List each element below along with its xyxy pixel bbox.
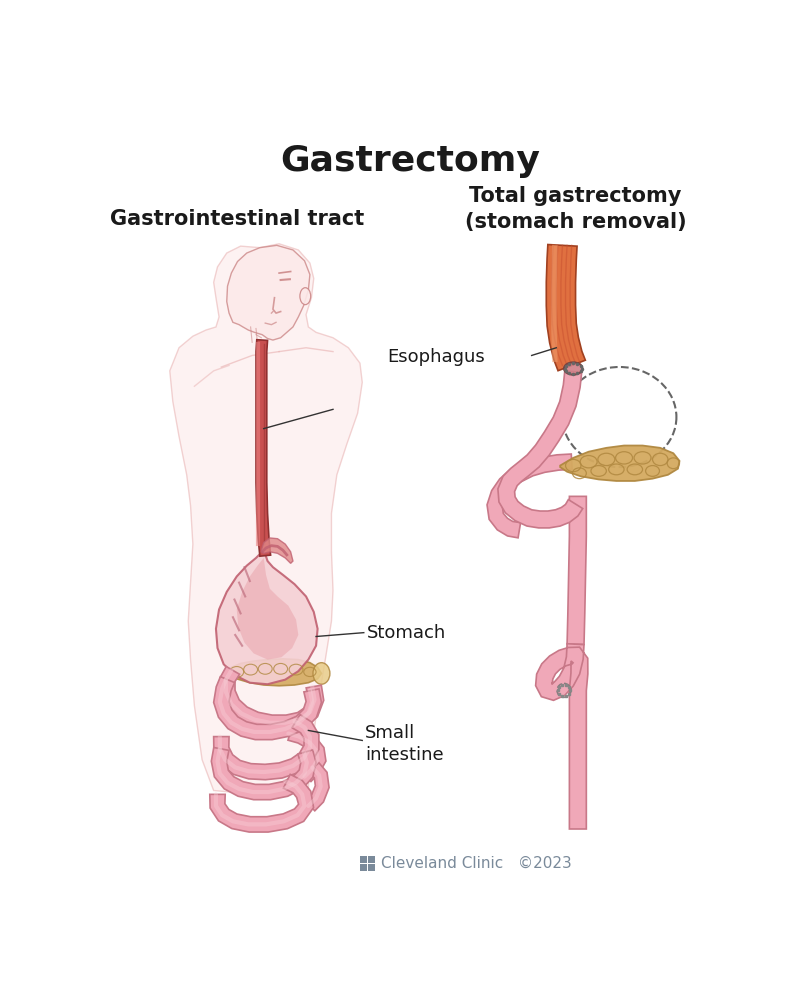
Polygon shape [226, 245, 310, 340]
Polygon shape [536, 644, 588, 829]
Text: Cleveland Clinic   ©2023: Cleveland Clinic ©2023 [381, 856, 571, 871]
Polygon shape [546, 244, 586, 371]
Bar [360, 864, 367, 871]
Polygon shape [220, 666, 324, 731]
Polygon shape [567, 496, 586, 644]
Polygon shape [305, 763, 329, 811]
Text: Gastrointestinal tract: Gastrointestinal tract [110, 209, 364, 229]
Polygon shape [214, 715, 319, 780]
Polygon shape [216, 552, 318, 684]
Ellipse shape [300, 287, 310, 305]
Polygon shape [560, 445, 679, 481]
Polygon shape [211, 748, 316, 800]
Polygon shape [262, 538, 293, 564]
Polygon shape [256, 340, 270, 556]
Text: Gastrectomy: Gastrectomy [280, 144, 540, 178]
Polygon shape [487, 464, 526, 538]
Text: Esophagus: Esophagus [388, 348, 486, 366]
Polygon shape [214, 676, 322, 740]
Polygon shape [226, 659, 322, 685]
Ellipse shape [564, 363, 582, 375]
Bar [369, 856, 375, 863]
Ellipse shape [313, 662, 330, 684]
Polygon shape [288, 727, 326, 782]
Polygon shape [237, 558, 298, 659]
Polygon shape [210, 775, 314, 832]
Text: Total gastrectomy
(stomach removal): Total gastrectomy (stomach removal) [465, 186, 686, 232]
Bar [360, 856, 367, 863]
Bar [369, 864, 375, 871]
Polygon shape [498, 371, 582, 528]
Polygon shape [170, 244, 362, 794]
Text: Small
intestine: Small intestine [366, 725, 444, 765]
Polygon shape [514, 454, 572, 481]
Text: Stomach: Stomach [367, 624, 446, 641]
